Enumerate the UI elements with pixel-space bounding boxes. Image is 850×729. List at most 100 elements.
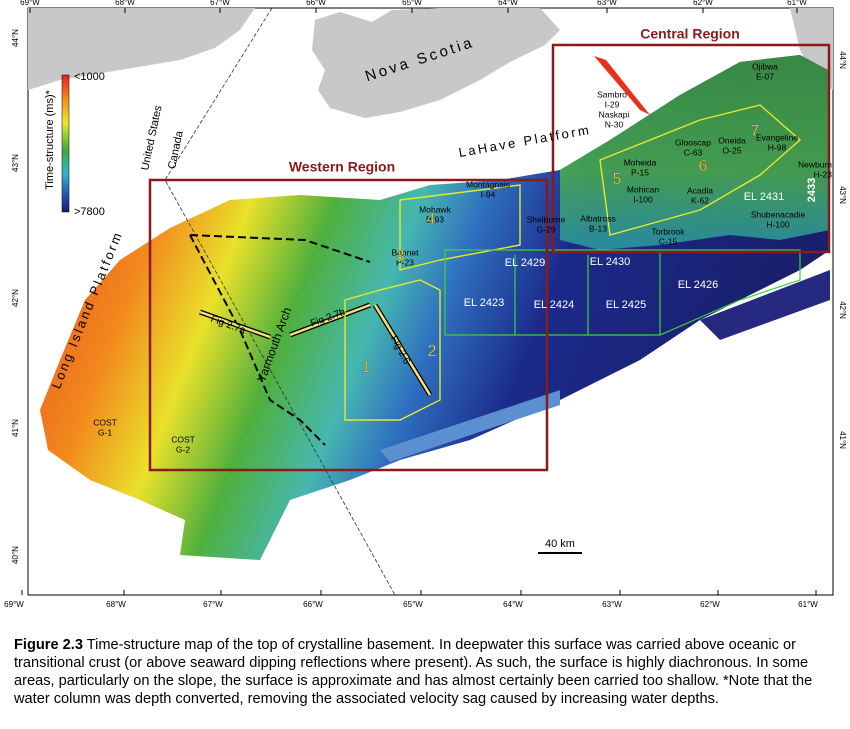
- well-id: B-93: [426, 214, 444, 224]
- land-us: [28, 8, 255, 90]
- lat-label: 40°N: [11, 546, 20, 564]
- lon-label: 64°W: [503, 600, 523, 609]
- well-id: H-23: [814, 169, 833, 179]
- lon-label: 62°W: [700, 600, 720, 609]
- figure-line: [199, 310, 271, 339]
- land-nova-scotia: [312, 8, 560, 118]
- deep-line-2: [380, 390, 560, 462]
- caption-label: Figure 2.3: [14, 637, 83, 653]
- lon-label: 64°W: [498, 0, 518, 7]
- map: 69°W 68°W 67°W 66°W 65°W 64°W 63°W 62°W 61°W 69°W…: [4, 0, 847, 609]
- well-id: C-63: [684, 147, 703, 157]
- sambro-line: [594, 56, 650, 115]
- well-name: Glooscap: [675, 137, 711, 147]
- well-id: H-98: [768, 142, 787, 152]
- lon-label: 61°W: [798, 600, 818, 609]
- well-name: Newburn: [798, 159, 832, 169]
- block-label: EL 2424: [534, 299, 575, 311]
- caption: Figure 2.3 Time-structure map of the top…: [14, 636, 840, 708]
- block-outline: [444, 249, 801, 336]
- lon-label: 65°W: [402, 0, 422, 7]
- caption-text: Time-structure map of the top of crystal…: [14, 637, 813, 707]
- area-number: 7: [751, 123, 760, 140]
- well-name: Montagnais: [466, 179, 510, 189]
- lat-label: 43°N: [838, 186, 847, 204]
- well-name: Evangeline: [756, 132, 798, 142]
- legend-max: <1000: [74, 71, 105, 83]
- well-name: Acadia: [687, 185, 713, 195]
- area-number: 4: [427, 211, 436, 228]
- lon-label: 65°W: [403, 600, 423, 609]
- lon-label: 69°W: [20, 0, 40, 7]
- lon-label: 67°W: [210, 0, 230, 7]
- well-id: B-13: [589, 223, 607, 233]
- well-name: Mohawk: [419, 204, 451, 214]
- well-id: I-100: [633, 194, 653, 204]
- well-id: I-29: [605, 99, 620, 109]
- block-label: EL 2431: [744, 191, 785, 203]
- lat-label: 42°N: [838, 301, 847, 319]
- well-id: G-1: [98, 427, 112, 437]
- lat-label: 44°N: [838, 51, 847, 69]
- color-bar: [61, 74, 70, 213]
- well-id: G-2: [176, 444, 190, 454]
- well-id: K-62: [691, 195, 709, 205]
- well-id: G-29: [537, 224, 556, 234]
- well-id: P-23: [396, 257, 414, 267]
- well-name: Torbrook: [651, 226, 685, 236]
- area-number: 2: [428, 343, 437, 360]
- lat-label: 44°N: [11, 29, 20, 47]
- figure-line: [373, 304, 432, 396]
- lat-label: 41°N: [11, 419, 20, 437]
- lon-label: 62°W: [693, 0, 713, 7]
- area-outline: [599, 104, 802, 236]
- area-number: 3: [396, 248, 405, 265]
- legend-min: >7800: [74, 206, 105, 218]
- central-region-box: [551, 43, 831, 254]
- block-label: 2433: [806, 178, 818, 202]
- area-outline: [399, 184, 521, 271]
- lon-label: 69°W: [4, 600, 24, 609]
- well-name: COST: [171, 434, 195, 444]
- deep-line: [700, 270, 830, 340]
- central-surface: [560, 55, 830, 250]
- lon-label: 66°W: [303, 600, 323, 609]
- well-name: Naskapi: [599, 109, 630, 119]
- boundary-line: [164, 7, 396, 596]
- dashed-line: [189, 234, 326, 446]
- western-region-box: [148, 178, 549, 472]
- lon-label: 63°W: [597, 0, 617, 7]
- well-name: Sambro: [597, 89, 627, 99]
- well-id: E-07: [756, 71, 774, 81]
- well-id: C-15: [659, 236, 678, 246]
- area-number: 5: [613, 171, 622, 188]
- well-name: Shelburne: [527, 214, 566, 224]
- well-id: P-15: [631, 167, 649, 177]
- block-label: EL 2423: [464, 297, 505, 309]
- well-id: N-30: [605, 119, 624, 129]
- lon-label: 61°W: [787, 0, 807, 7]
- well-name: Ojibwa: [752, 61, 778, 71]
- lon-label: 66°W: [306, 0, 326, 7]
- area-number: 6: [699, 158, 708, 175]
- well-name: Bonnet: [392, 247, 420, 257]
- well-name: Mohican: [627, 184, 659, 194]
- dashed-line: [189, 234, 371, 263]
- scale-label: 40 km: [545, 538, 575, 550]
- region-label: Central Region: [640, 26, 740, 42]
- well-name: Moheida: [624, 157, 657, 167]
- lat-label: 43°N: [11, 154, 20, 172]
- figure-line: [289, 303, 371, 337]
- region-label: Western Region: [289, 159, 395, 175]
- block-label: EL 2430: [590, 256, 631, 268]
- well-id: I-94: [481, 189, 496, 199]
- well-name: Albatross: [580, 213, 615, 223]
- lon-label: 68°W: [106, 600, 126, 609]
- lat-label: 41°N: [838, 431, 847, 449]
- block-label: EL 2426: [678, 279, 719, 291]
- area-outline: [344, 279, 441, 421]
- legend-title: Time-structure (ms)*: [44, 89, 56, 190]
- block-label: EL 2429: [505, 257, 546, 269]
- lon-label: 67°W: [203, 600, 223, 609]
